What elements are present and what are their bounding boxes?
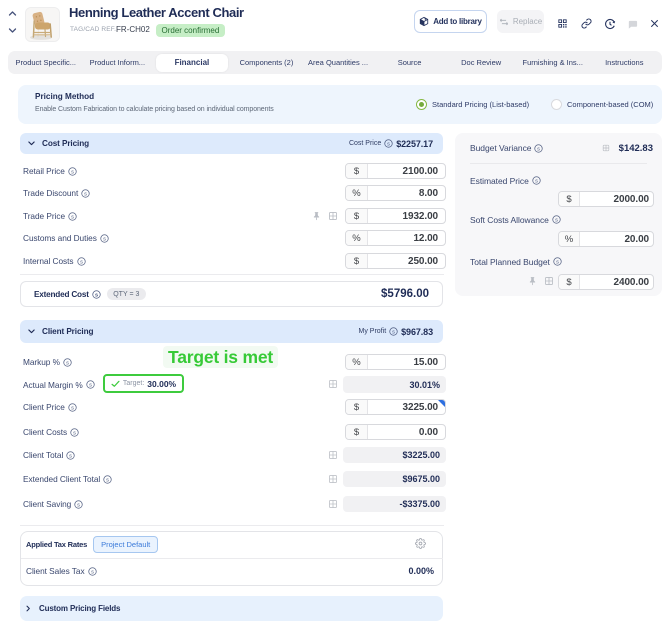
svg-text:s: s: [71, 405, 74, 411]
svg-text:s: s: [95, 292, 98, 298]
svg-text:s: s: [69, 453, 72, 459]
svg-text:s: s: [80, 259, 83, 265]
svg-text:s: s: [555, 217, 558, 223]
svg-text:s: s: [387, 141, 390, 147]
svg-text:s: s: [392, 329, 395, 335]
svg-text:s: s: [556, 259, 559, 265]
svg-text:s: s: [106, 477, 109, 483]
svg-text:s: s: [71, 214, 74, 220]
svg-text:s: s: [535, 178, 538, 184]
svg-text:s: s: [77, 502, 80, 508]
svg-text:s: s: [84, 191, 87, 197]
svg-text:s: s: [103, 236, 106, 242]
svg-text:s: s: [91, 569, 94, 575]
svg-text:s: s: [71, 169, 74, 175]
svg-text:s: s: [538, 146, 541, 152]
svg-text:s: s: [73, 430, 76, 436]
svg-text:s: s: [89, 382, 92, 388]
svg-text:s: s: [66, 360, 69, 366]
